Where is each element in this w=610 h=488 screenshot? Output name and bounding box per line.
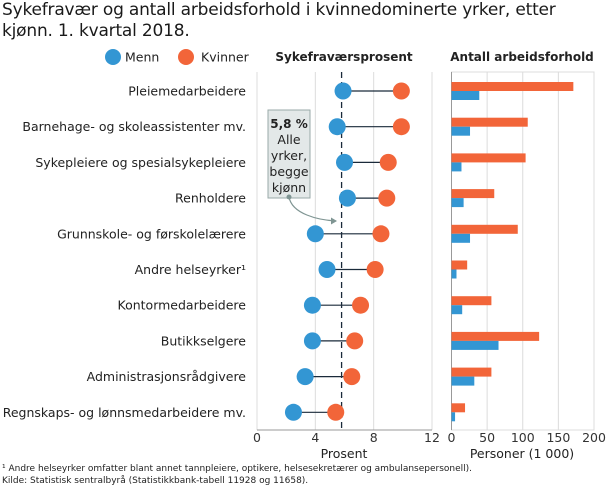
dot-menn <box>328 118 346 136</box>
category-label: Barnehage- og skoleassistenter mv. <box>22 119 246 134</box>
annotation-box <box>267 109 311 199</box>
dot-x-tick: 8 <box>370 430 378 445</box>
chart-title: Sykefravær og antall arbeidsforhold i kv… <box>2 0 556 41</box>
bar-x-tick: 150 <box>546 430 570 445</box>
bar-x-tick: 50 <box>479 430 495 445</box>
bar-kvinner <box>451 367 492 377</box>
bar-kvinner <box>451 296 492 306</box>
legend-label-menn: Menn <box>125 50 159 65</box>
reference-annotation: 5,8 % Alle yrker, begge kjønn <box>267 109 337 225</box>
bar-menn <box>451 305 463 315</box>
bar-kvinner <box>451 117 528 127</box>
source: Kilde: Statistisk sentralbyrå (Statistik… <box>2 476 309 486</box>
dot-kvinner <box>352 296 370 314</box>
bar-x-tick: 200 <box>582 430 606 445</box>
bar-chart-title: Antall arbeidsforhold <box>450 50 594 64</box>
dot-menn <box>296 368 314 386</box>
bar-x-tick: 100 <box>511 430 535 445</box>
bar-menn <box>451 376 475 386</box>
dot-x-tick: 4 <box>311 430 319 445</box>
category-label: Grunnskole- og førskolelærere <box>57 226 246 241</box>
dot-kvinner <box>327 403 345 421</box>
annotation-value: 5,8 % <box>270 117 307 131</box>
annotation-arrowhead <box>331 217 337 225</box>
bar-menn <box>451 233 471 243</box>
footnote: ¹ Andre helseyrker omfatter blant annet … <box>2 464 473 474</box>
bar-menn <box>451 412 456 422</box>
bar-menn <box>451 91 480 100</box>
bar-x-tick: 0 <box>448 430 456 445</box>
dot-menn <box>284 403 302 421</box>
annotation-arrow <box>288 196 337 222</box>
dot-kvinner <box>366 261 384 278</box>
dot-menn <box>318 261 336 278</box>
bar-kvinner <box>451 189 495 199</box>
dot-x-tick: 12 <box>424 430 440 445</box>
annotation-line-1: Alle <box>277 132 300 147</box>
category-label: Pleiemedarbeidere <box>128 84 246 99</box>
dot-menn <box>336 153 353 171</box>
dot-menn <box>303 296 321 314</box>
annotation-line-4: kjønn <box>272 180 306 195</box>
bar-kvinner <box>451 82 574 91</box>
dot-x-tick: 0 <box>253 430 261 445</box>
dot-x-axis-label: Prosent <box>321 446 368 461</box>
bar-kvinner <box>451 153 526 163</box>
bar-menn <box>451 198 464 208</box>
dot-kvinner <box>392 82 410 100</box>
dot-kvinner <box>392 118 410 136</box>
category-label: Butikkselgere <box>161 333 247 348</box>
bar-menn <box>451 126 471 136</box>
dot-kvinner <box>372 225 390 243</box>
dot-kvinner <box>346 332 364 350</box>
legend-label-kvinner: Kvinner <box>201 50 250 65</box>
category-label: Sykepleiere og spesialsykepleiere <box>35 155 246 170</box>
bar-menn <box>451 340 499 350</box>
bar-menn <box>451 162 462 172</box>
category-label: Renholdere <box>175 191 246 206</box>
category-label: Administrasjonsrådgivere <box>87 369 247 384</box>
dot-kvinner <box>378 189 396 207</box>
category-label: Andre helseyrker¹ <box>135 262 246 277</box>
annotation-line-2: yrker, <box>271 148 307 163</box>
legend-swatch-menn <box>105 49 121 65</box>
dot-kvinner <box>379 153 397 171</box>
legend-swatch-kvinner <box>178 49 194 65</box>
dot-menn <box>306 225 324 243</box>
dot-menn <box>334 82 352 100</box>
bar-kvinner <box>451 260 468 270</box>
bar-kvinner <box>451 224 518 234</box>
dot-menn <box>338 189 356 207</box>
category-label: Kontormedarbeidere <box>118 298 247 313</box>
dot-chart-title: Sykefraværsprosent <box>275 50 413 64</box>
bar-kvinner <box>451 403 466 413</box>
annotation-line-3: begge <box>269 164 308 179</box>
bar-kvinner <box>451 331 540 341</box>
dot-menn <box>303 332 321 350</box>
legend: Menn Kvinner <box>105 49 250 65</box>
bar-x-axis-label: Personer (1 000) <box>470 446 574 461</box>
bar-menn <box>451 269 457 279</box>
dot-kvinner <box>343 368 361 386</box>
category-label: Regnskaps- og lønnsmedarbeidere mv. <box>3 405 246 420</box>
